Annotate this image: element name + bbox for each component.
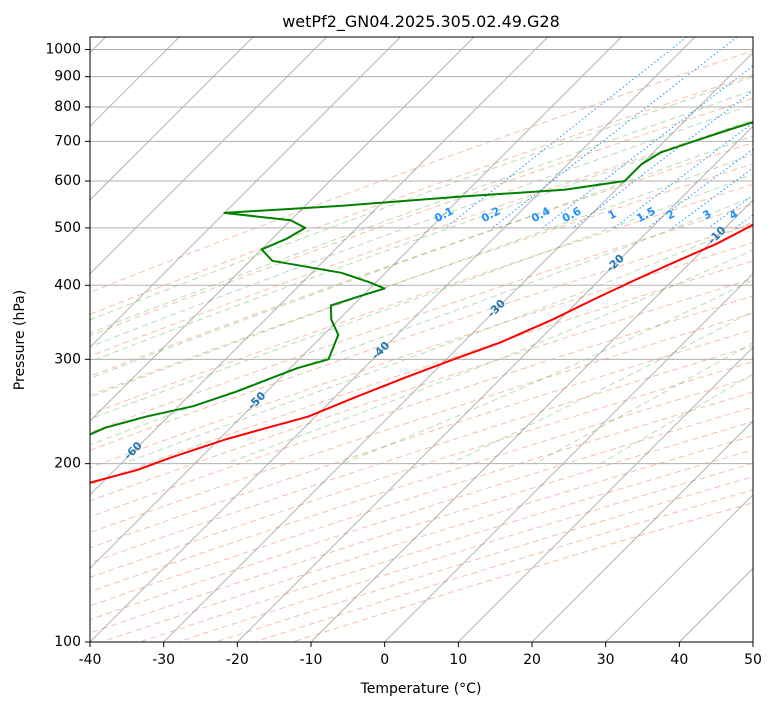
isotherm-line xyxy=(310,199,753,642)
isotherm-line xyxy=(678,567,753,642)
y-tick-label: 700 xyxy=(54,133,81,149)
mixing-ratio-line xyxy=(572,90,753,229)
x-tick-label: 30 xyxy=(597,652,615,668)
dewpoint-line xyxy=(90,121,753,436)
isotherm-line xyxy=(90,37,254,201)
dry-adiabat-line xyxy=(90,241,753,469)
isotherm-line xyxy=(90,37,328,275)
x-axis-label: Temperature (°C) xyxy=(360,681,482,697)
moist-adiabat-line xyxy=(90,89,753,334)
isotherm-line xyxy=(90,37,549,496)
mixing-ratio-label: 0.2 xyxy=(479,204,502,225)
moist-adiabat-line xyxy=(90,135,753,379)
x-tick-label: 40 xyxy=(670,652,688,668)
x-tick-label: 10 xyxy=(449,652,467,668)
dry-adiabat-line xyxy=(90,163,753,396)
dry-adiabat-line xyxy=(90,260,753,485)
isotherm-line xyxy=(236,125,753,642)
dry-adiabat-line xyxy=(90,329,753,549)
dry-adiabat-line xyxy=(90,345,753,564)
dry-adiabat-line xyxy=(90,50,753,293)
dry-adiabat-line xyxy=(90,376,753,593)
x-tick-label: 50 xyxy=(744,652,762,668)
mixing-ratio-line xyxy=(613,122,753,229)
y-tick-label: 900 xyxy=(54,69,81,85)
y-tick-label: 600 xyxy=(54,173,81,189)
series-layer xyxy=(90,121,753,484)
y-tick-label: 500 xyxy=(54,220,81,236)
y-tick-label: 200 xyxy=(54,456,81,472)
mixing-ratio-label: 0.6 xyxy=(560,204,584,225)
isotherm-line xyxy=(752,641,753,642)
isotherm-line xyxy=(90,37,696,642)
y-axis-label: Pressure (hPa) xyxy=(12,290,28,390)
dry-adiabat-line xyxy=(90,223,753,451)
mixing-ratio-label: 1 xyxy=(606,207,619,222)
mixing-ratio-line xyxy=(734,214,753,229)
dry-adiabat-line xyxy=(90,142,753,377)
isotherm-line xyxy=(90,37,475,422)
moist-adiabat-line xyxy=(90,103,753,348)
mixing-ratio-label: 1.5 xyxy=(634,204,657,225)
mixing-ratio-line xyxy=(445,37,688,229)
mixing-ratio-line xyxy=(672,167,753,229)
mixing-ratio-label: 0.1 xyxy=(432,204,455,225)
x-tick-label: -40 xyxy=(79,652,102,668)
mixing-ratio-label: 0.4 xyxy=(529,204,553,225)
plot-frame xyxy=(89,36,754,643)
isotherm-line xyxy=(384,272,753,642)
x-tick-label: -10 xyxy=(300,652,323,668)
dry-adiabat-line xyxy=(90,295,753,518)
x-tick-label: -30 xyxy=(152,652,175,668)
mixing-ratio-line xyxy=(542,65,753,229)
isotherm-line xyxy=(605,493,753,642)
dry-adiabat-line xyxy=(90,278,753,502)
isotherm-line xyxy=(457,346,753,642)
dry-adiabat-line xyxy=(90,312,753,534)
dry-adiabat-line xyxy=(292,502,753,642)
dry-adiabat-line xyxy=(101,435,753,642)
dry-adiabat-line xyxy=(215,476,753,642)
y-tick-label: 300 xyxy=(54,351,81,367)
x-tick-label: 0 xyxy=(380,652,389,668)
moist-adiabat-line xyxy=(342,279,753,465)
dry-adiabat-line xyxy=(90,391,753,607)
isotherm-line xyxy=(531,420,753,642)
x-tick-label: 20 xyxy=(523,652,541,668)
dry-adiabat-line xyxy=(90,74,753,315)
dry-adiabat-line xyxy=(90,97,753,337)
mixing-ratio-label: 6 xyxy=(766,207,775,222)
y-tick-label: 800 xyxy=(54,99,81,115)
y-tick-label: 400 xyxy=(54,277,81,293)
moist-adiabat-line xyxy=(90,119,753,363)
y-tick-label: 1000 xyxy=(45,42,81,58)
isotherm-line xyxy=(163,51,753,642)
temperature-line xyxy=(90,223,753,484)
grid-layer xyxy=(90,37,753,642)
dry-adiabat-line xyxy=(90,203,753,434)
isotherm-label: -70 xyxy=(1,486,24,509)
y-tick-label: 100 xyxy=(54,634,81,650)
isotherm-line xyxy=(90,37,401,349)
dry-adiabat-line xyxy=(90,120,753,357)
moist-adiabat-line xyxy=(90,173,753,420)
dry-adiabat-line xyxy=(90,361,753,578)
chart-title: wetPf2_GN04.2025.305.02.49.G28 xyxy=(282,12,560,32)
dry-adiabat-line xyxy=(177,462,753,642)
dry-adiabat-line xyxy=(90,183,753,415)
x-tick-label: -20 xyxy=(226,652,249,668)
moist-adiabat-line xyxy=(225,249,753,465)
isotherm-line xyxy=(90,37,622,570)
axis-layer: -40 -30 -20 -10 0 10 20 30 40 50 100 200 300 400 500 60… xyxy=(45,42,762,668)
